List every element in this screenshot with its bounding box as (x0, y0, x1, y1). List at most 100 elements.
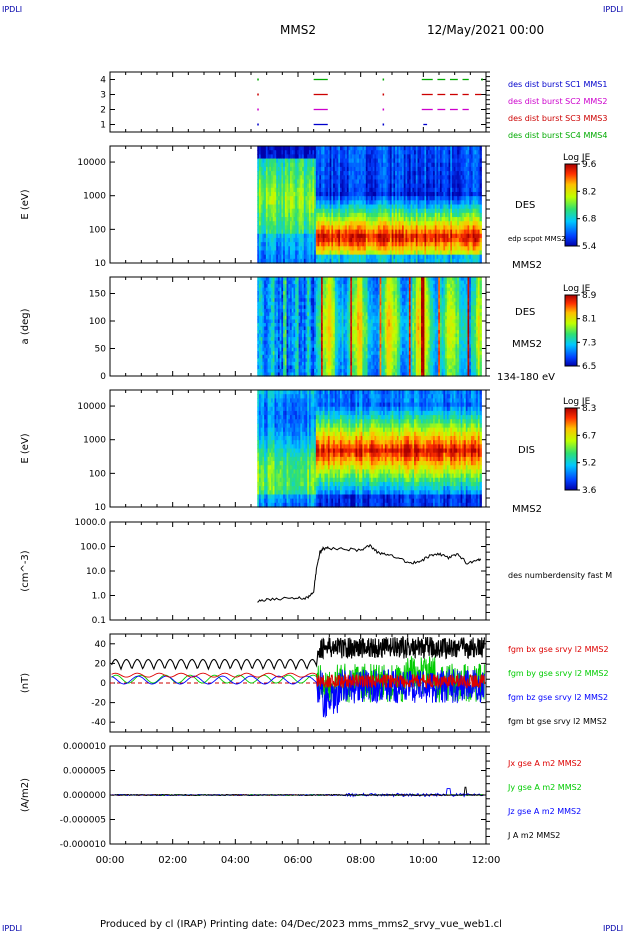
heatmap-cell (284, 242, 288, 247)
heatmap-cell (296, 284, 300, 289)
heatmap-cell (355, 166, 358, 172)
heatmap-cell (371, 258, 374, 264)
heatmap-cell (431, 212, 434, 218)
heatmap-cell (441, 242, 444, 247)
heatmap-cell (305, 354, 308, 359)
heatmap-cell (414, 208, 417, 214)
heatmap-cell (398, 229, 401, 235)
heatmap-cell (465, 175, 469, 181)
heatmap-cell (300, 217, 303, 222)
heatmap-cell (412, 204, 415, 210)
heatmap-cell (312, 158, 315, 164)
heatmap-cell (389, 179, 393, 185)
heatmap-cell (431, 254, 434, 260)
heatmap-cell (308, 347, 312, 352)
heatmap-cell (291, 191, 295, 197)
heatmap-cell (286, 146, 289, 151)
heatmap-cell (271, 330, 274, 335)
heatmap-cell (315, 344, 319, 349)
heatmap-cell (362, 162, 365, 168)
heatmap-cell (283, 333, 286, 338)
heatmap-cell (407, 179, 410, 185)
heatmap-cell (300, 347, 303, 352)
heatmap-cell (410, 208, 413, 214)
heatmap-cell (321, 351, 324, 356)
heatmap-cell (300, 315, 303, 321)
heatmap-cell (472, 212, 476, 218)
heatmap-cell (402, 229, 405, 235)
heatmap-cell (274, 294, 277, 299)
heatmap-cell (364, 146, 367, 151)
heatmap-cell (393, 179, 396, 185)
heatmap-cell (384, 217, 388, 222)
heatmap-cell (338, 166, 341, 172)
heatmap-cell (341, 212, 345, 218)
heatmap-cell (474, 204, 477, 210)
heatmap-cell (381, 179, 384, 185)
heatmap-cell (358, 200, 362, 206)
heatmap-cell (414, 191, 417, 197)
heatmap-cell (470, 204, 474, 210)
heatmap-cell (308, 212, 312, 218)
heatmap-cell (279, 250, 282, 256)
heatmap-cell (377, 146, 381, 151)
heatmap-cell (458, 242, 462, 247)
heatmap-cell (388, 171, 391, 176)
heatmap-cell (322, 233, 326, 239)
heatmap-cell (322, 158, 326, 164)
heatmap-cell (424, 217, 427, 222)
heatmap-cell (286, 254, 289, 260)
heatmap-cell (407, 254, 410, 260)
heatmap-cell (334, 208, 338, 214)
heatmap-cell (452, 250, 455, 256)
heatmap-cell (419, 154, 422, 160)
heatmap-cell (346, 191, 350, 197)
heatmap-cell (319, 246, 322, 252)
heatmap-cell (422, 250, 426, 256)
heatmap-cell (305, 340, 308, 345)
heatmap-cell (305, 208, 308, 214)
heatmap-cell (272, 196, 276, 201)
heatmap-cell (384, 158, 388, 164)
heatmap-cell (453, 212, 457, 218)
heatmap-cell (434, 187, 438, 193)
heatmap-cell (324, 154, 327, 160)
heatmap-cell (302, 162, 305, 168)
heatmap-cell (446, 250, 450, 256)
heatmap-cell (477, 208, 481, 214)
heatmap-cell (271, 154, 274, 160)
heatmap-cell (305, 150, 308, 155)
heatmap-cell (415, 246, 419, 252)
heatmap-cell (329, 233, 332, 239)
heatmap-cell (470, 221, 474, 226)
heatmap-cell (269, 365, 272, 370)
heatmap-cell (312, 368, 315, 374)
heatmap-cell (333, 233, 336, 239)
heatmap-cell (469, 166, 472, 172)
heatmap-cell (326, 258, 329, 264)
colorbar-tick-label: 8.2 (582, 187, 596, 197)
heatmap-cell (346, 246, 350, 252)
heatmap-cell (407, 242, 410, 247)
heatmap-cell (315, 337, 319, 342)
heatmap-cell (353, 179, 357, 185)
heatmap-cell (307, 200, 310, 206)
heatmap-cell (424, 204, 427, 210)
heatmap-cell (470, 242, 474, 247)
heatmap-cell (400, 146, 403, 151)
heatmap-cell (326, 171, 329, 176)
heatmap-cell (465, 208, 469, 214)
heatmap-cell (317, 361, 320, 366)
heatmap-cell (267, 319, 270, 324)
heatmap-cell (295, 166, 298, 172)
heatmap-cell (460, 242, 463, 247)
heatmap-cell (308, 294, 312, 299)
heatmap-cell (283, 221, 286, 226)
heatmap-cell (269, 319, 272, 324)
heatmap-cell (415, 233, 419, 239)
heatmap-cell (369, 237, 372, 243)
heatmap-cell (474, 233, 477, 239)
heatmap-cell (446, 166, 450, 172)
heatmap-cell (386, 200, 389, 206)
heatmap-cell (391, 171, 395, 176)
